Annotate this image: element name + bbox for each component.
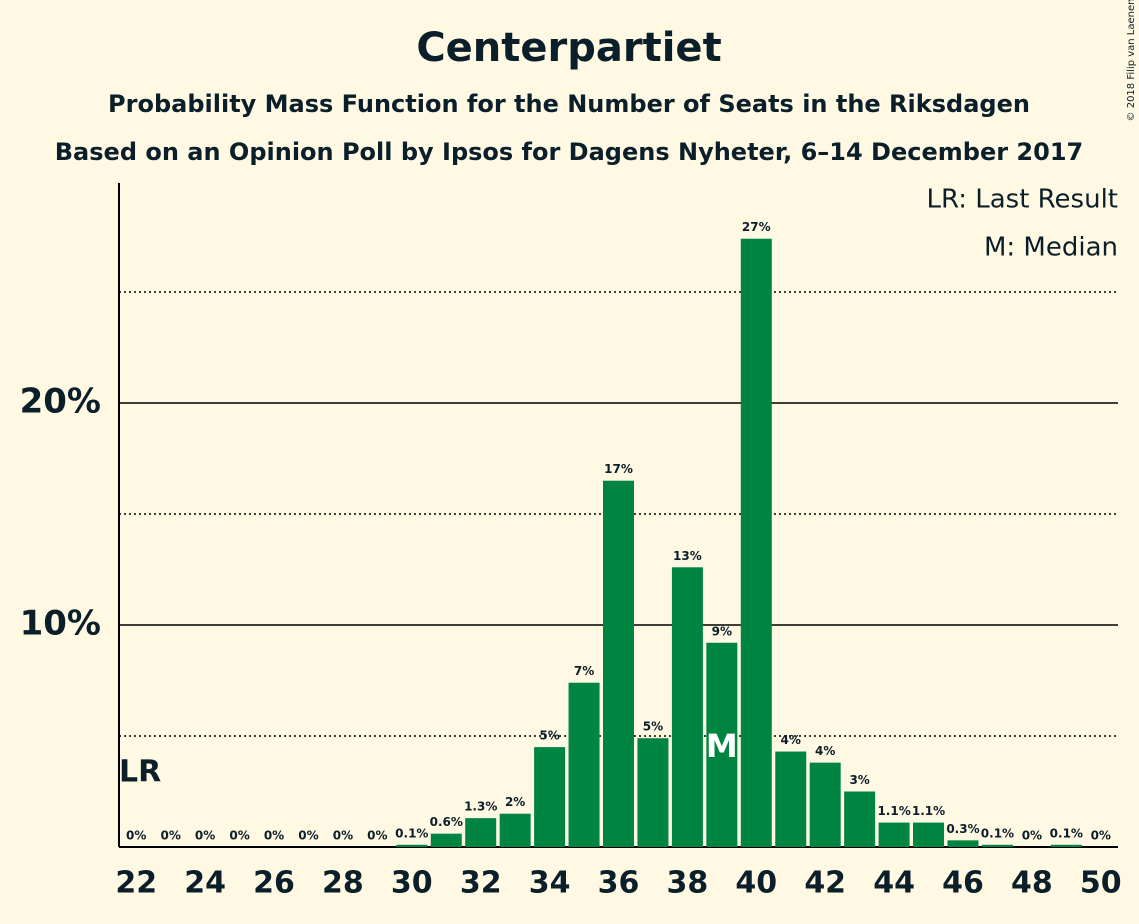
x-tick-label: 44 [873,866,915,901]
last-result-marker: LR [119,755,161,790]
x-tick-label: 22 [115,866,157,901]
value-label: 0% [367,829,387,843]
bar [671,567,703,847]
y-tick-label: 20% [20,382,101,422]
x-tick-label: 30 [391,866,433,901]
value-label: 0.1% [981,826,1014,840]
value-label: 1.1% [877,804,910,818]
legend-entry: M: Median [984,233,1118,263]
value-label: 0% [1091,829,1111,843]
bar [396,844,428,847]
value-label: 27% [742,220,771,234]
chart-subtitle: Probability Mass Function for the Number… [108,90,1030,118]
value-label: 0% [333,829,353,843]
value-label: 0.6% [430,815,463,829]
value-label: 9% [712,624,732,638]
value-label: 13% [673,549,702,563]
bar [740,238,772,848]
x-tick-label: 50 [1080,866,1122,901]
value-label: 0% [264,829,284,843]
x-tick-label: 36 [598,866,640,901]
value-label: 0% [229,829,249,843]
x-tick-label: 28 [322,866,364,901]
chart-title: Centerpartiet [416,25,721,71]
value-label: 1.3% [464,800,497,814]
x-tick-label: 26 [253,866,295,901]
value-label: 0.3% [946,822,979,836]
bar [602,480,635,847]
x-tick-label: 38 [667,866,709,901]
value-label: 0.1% [1050,826,1083,840]
x-tick-label: 40 [735,866,777,901]
legend-entry: LR: Last Result [926,185,1118,215]
value-label: 17% [604,462,633,476]
bar [568,682,600,847]
value-label: 4% [781,733,801,747]
value-label: 1.1% [912,804,945,818]
bar [534,747,566,847]
x-tick-label: 48 [1011,866,1053,901]
bar [1050,844,1082,847]
bar [430,833,462,847]
bar [844,791,876,847]
value-label: 0% [1022,829,1042,843]
copyright: © 2018 Filip van Laenen [1126,0,1137,121]
value-label: 4% [815,744,835,758]
value-label: 3% [849,773,869,787]
value-label: 5% [539,729,559,743]
bar [913,822,945,847]
bar [981,844,1013,847]
value-label: 2% [505,795,525,809]
x-tick-label: 24 [184,866,226,901]
x-tick-label: 32 [460,866,502,901]
bar [947,840,979,847]
bar [499,813,531,847]
y-tick-label: 10% [20,604,101,644]
value-label: 0% [126,829,146,843]
value-label: 0.1% [395,826,428,840]
value-label: 0% [195,829,215,843]
median-marker: M [706,727,738,765]
bar [809,762,841,847]
bar [775,751,807,847]
value-label: 0% [160,829,180,843]
bar [706,642,738,847]
x-tick-label: 34 [529,866,571,901]
bar [637,738,669,847]
value-label: 0% [298,829,318,843]
x-tick-label: 42 [804,866,846,901]
chart-subtitle: Based on an Opinion Poll by Ipsos for Da… [55,138,1083,166]
bar [878,822,910,847]
value-label: 7% [574,664,594,678]
x-tick-label: 46 [942,866,984,901]
value-label: 5% [643,720,663,734]
bar [465,818,497,847]
